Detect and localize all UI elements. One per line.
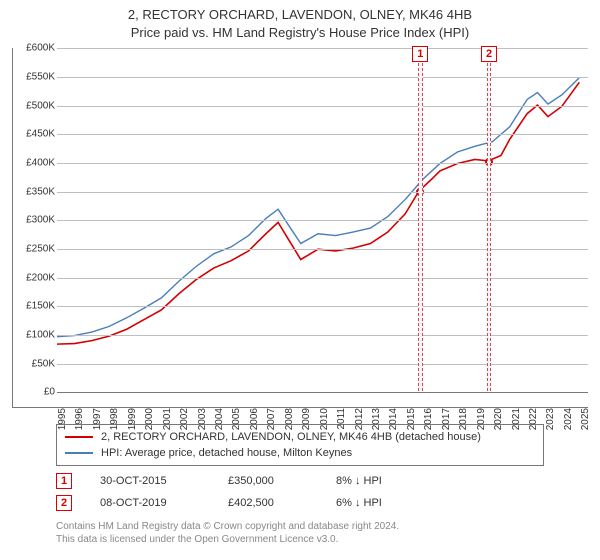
x-tick-label: 2008 (284, 408, 285, 430)
y-gridline (57, 77, 588, 78)
y-gridline (57, 335, 588, 336)
x-tick-label: 2009 (301, 408, 302, 430)
x-tick-label: 2014 (388, 408, 389, 430)
x-tick-label: 2011 (336, 408, 337, 430)
y-tick-label: £550K (13, 72, 55, 83)
sale-row: 1 30-OCT-2015 £350,000 8% ↓ HPI (0, 470, 600, 492)
title-subtitle: Price paid vs. HM Land Registry's House … (4, 24, 596, 42)
sale-row-diff: 8% ↓ HPI (336, 475, 416, 487)
x-tick-label: 1995 (57, 408, 58, 430)
y-tick-label: £400K (13, 158, 55, 169)
x-tick-label: 1998 (109, 408, 110, 430)
chart-container: £0 £50K £100K £150K £200K £250K £300K £350K £400… (12, 48, 588, 408)
x-tick-label: 2002 (179, 408, 180, 430)
legend-swatch-hpi (65, 452, 93, 454)
y-tick-label: £600K (13, 43, 55, 54)
sale-row-number: 1 (56, 473, 72, 489)
y-gridline (57, 106, 588, 107)
x-tick-label: 2022 (528, 408, 529, 430)
x-tick-label: 2020 (493, 408, 494, 430)
x-tick-label: 2021 (511, 408, 512, 430)
y-tick-label: £450K (13, 129, 55, 140)
x-tick-label: 2003 (197, 408, 198, 430)
sale-row-diff: 6% ↓ HPI (336, 497, 416, 509)
y-tick-label: £100K (13, 330, 55, 341)
legend-label-property: 2, RECTORY ORCHARD, LAVENDON, OLNEY, MK4… (101, 431, 481, 443)
x-tick-label: 2024 (563, 408, 564, 430)
x-tick-label: 2005 (231, 408, 232, 430)
x-tick-label: 2004 (214, 408, 215, 430)
y-gridline (57, 192, 588, 193)
sale-marker-number: 1 (412, 46, 428, 62)
y-gridline (57, 249, 588, 250)
y-gridline (57, 306, 588, 307)
y-gridline (57, 48, 588, 49)
x-tick-label: 2013 (371, 408, 372, 430)
x-tick-label: 2017 (441, 408, 442, 430)
y-tick-label: £50K (13, 358, 55, 369)
x-tick-label: 2023 (545, 408, 546, 430)
x-tick-label: 2015 (406, 408, 407, 430)
y-tick-label: £300K (13, 215, 55, 226)
x-tick-label: 2019 (476, 408, 477, 430)
legend-swatch-property (65, 436, 93, 438)
x-tick-label: 2012 (354, 408, 355, 430)
y-tick-label: £500K (13, 100, 55, 111)
sales-list: 1 30-OCT-2015 £350,000 8% ↓ HPI 2 08-OCT-2019… (0, 470, 600, 514)
sale-row-date: 08-OCT-2019 (100, 497, 200, 509)
x-tick-label: 2001 (162, 408, 163, 430)
x-tick-label: 1996 (74, 408, 75, 430)
series-hpi (57, 78, 579, 337)
x-tick-label: 2000 (144, 408, 145, 430)
y-tick-label: £0 (13, 387, 55, 398)
title-address: 2, RECTORY ORCHARD, LAVENDON, OLNEY, MK4… (4, 6, 596, 24)
sale-row-date: 30-OCT-2015 (100, 475, 200, 487)
y-gridline (57, 220, 588, 221)
legend-label-hpi: HPI: Average price, detached house, Milt… (101, 447, 352, 459)
y-gridline (57, 278, 588, 279)
x-tick-label: 2025 (580, 408, 581, 430)
y-gridline (57, 392, 588, 393)
x-tick-label: 2018 (458, 408, 459, 430)
y-gridline (57, 364, 588, 365)
legend: 2, RECTORY ORCHARD, LAVENDON, OLNEY, MK4… (56, 424, 544, 466)
footer-line1: Contains HM Land Registry data © Crown c… (56, 520, 584, 533)
legend-item-hpi: HPI: Average price, detached house, Milt… (65, 445, 535, 461)
x-tick-label: 1999 (127, 408, 128, 430)
sale-marker-band (418, 48, 423, 391)
sale-row: 2 08-OCT-2019 £402,500 6% ↓ HPI (0, 492, 600, 514)
series-property (57, 83, 579, 345)
x-tick-label: 1997 (92, 408, 93, 430)
sale-marker-number: 2 (481, 46, 497, 62)
legend-item-property: 2, RECTORY ORCHARD, LAVENDON, OLNEY, MK4… (65, 429, 535, 445)
y-gridline (57, 163, 588, 164)
chart-title-block: 2, RECTORY ORCHARD, LAVENDON, OLNEY, MK4… (0, 0, 600, 44)
sale-row-price: £402,500 (228, 497, 308, 509)
x-tick-label: 2010 (319, 408, 320, 430)
sale-row-price: £350,000 (228, 475, 308, 487)
y-tick-label: £350K (13, 186, 55, 197)
y-gridline (57, 134, 588, 135)
sale-marker-band (487, 48, 492, 391)
sale-row-number: 2 (56, 495, 72, 511)
y-tick-label: £150K (13, 301, 55, 312)
x-tick-label: 2006 (249, 408, 250, 430)
x-tick-label: 2016 (423, 408, 424, 430)
y-tick-label: £250K (13, 244, 55, 255)
x-tick-label: 2007 (266, 408, 267, 430)
footer-attribution: Contains HM Land Registry data © Crown c… (0, 514, 600, 546)
footer-line2: This data is licensed under the Open Gov… (56, 533, 584, 546)
y-tick-label: £200K (13, 272, 55, 283)
